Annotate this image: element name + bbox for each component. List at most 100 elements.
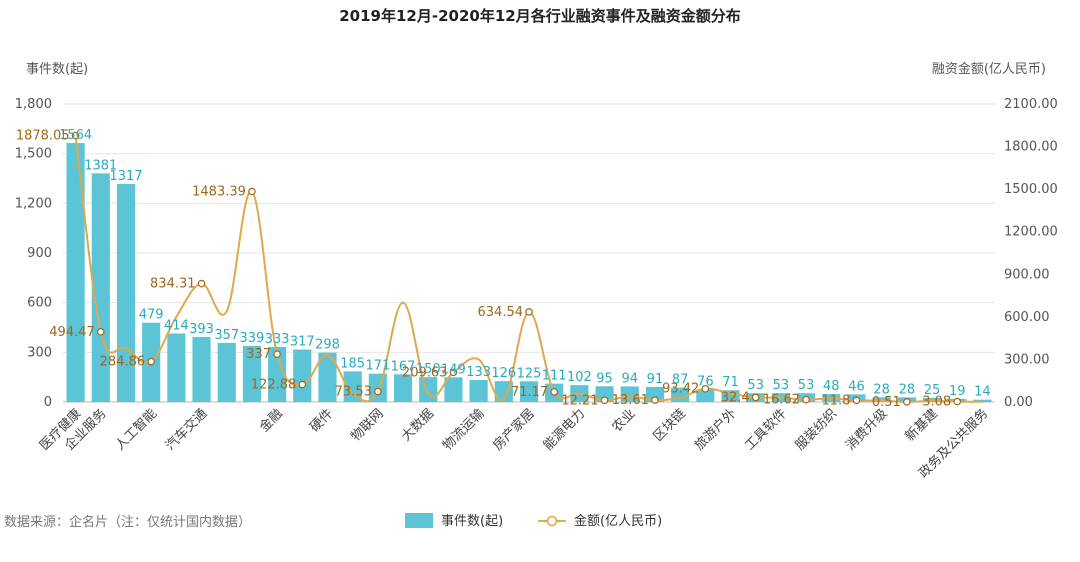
bar-value-label: 46 [848, 379, 865, 394]
bar-value-label: 94 [621, 371, 638, 386]
right-tick-label: 2100.00 [1004, 97, 1058, 112]
line-point [903, 398, 911, 406]
line-value-label: 122.88 [251, 378, 297, 393]
category-label: 旅游户外 [691, 406, 739, 454]
bar-value-label: 339 [240, 331, 265, 346]
line-point [802, 395, 810, 404]
bar-value-label: 171 [365, 359, 390, 374]
line-point [550, 388, 558, 396]
left-tick-label: 900 [27, 246, 52, 261]
line-point [449, 368, 458, 377]
line-value-label: 337 [246, 347, 271, 362]
category-label: 服装纺织 [793, 406, 840, 453]
bar-value-label: 333 [265, 332, 290, 347]
category-label: 金融 [256, 406, 286, 436]
right-tick-label: 1500.00 [1004, 182, 1058, 197]
left-axis-title: 事件数(起) [26, 62, 88, 77]
left-tick-label: 1,800 [15, 97, 52, 112]
line-value-label: 834.31 [150, 277, 196, 292]
right-tick-label: 1200.00 [1004, 225, 1058, 240]
bar [393, 374, 413, 402]
left-tick-label: 300 [27, 345, 52, 360]
bar-value-label: 150 [416, 362, 441, 377]
bar-value-label: 1381 [84, 158, 117, 173]
bar [217, 342, 236, 402]
bar-value-label: 133 [466, 365, 491, 380]
line-point [651, 396, 659, 404]
bar [293, 349, 312, 402]
bar-value-label: 28 [873, 382, 890, 397]
right-axis-ticks: 0.00 300.00 600.00 900.00 1200.00 1500.00 1800… [1004, 97, 1058, 410]
bar-value-label: 1564 [59, 128, 92, 143]
line-value-label: 1878.05 [16, 128, 70, 143]
line-point [953, 397, 962, 406]
bar-value-label: 102 [567, 370, 592, 385]
bar-value-label: 48 [823, 379, 840, 394]
bar [696, 389, 715, 402]
bar-value-label: 25 [924, 383, 941, 398]
line-point [298, 380, 307, 389]
line-point [525, 308, 533, 316]
bar-series [66, 143, 992, 402]
bar [66, 143, 85, 402]
bar-value-label: 53 [798, 378, 815, 393]
left-axis-ticks: 0 300 600 900 1,200 1,500 1,800 [15, 97, 52, 410]
bar-value-label: 28 [899, 382, 916, 397]
bar-value-label: 317 [290, 335, 315, 350]
category-label: 大数据 [399, 406, 437, 444]
bar [192, 336, 211, 402]
line-value-label: 284.86 [100, 355, 146, 370]
bar-value-label: 76 [697, 374, 714, 389]
bar-value-label: 53 [773, 378, 790, 393]
category-label: 硬件 [307, 406, 336, 435]
left-tick-label: 0 [44, 395, 52, 410]
line-point [751, 393, 760, 402]
bar-value-label: 1317 [109, 169, 142, 184]
legend-bar-swatch [405, 513, 433, 528]
category-label: 新基建 [902, 406, 941, 445]
legend-line-marker [546, 515, 558, 527]
line-value-label: 71.17 [511, 385, 548, 400]
bar [242, 345, 261, 402]
legend-line-label: 金额(亿人民币) [574, 513, 662, 529]
legend: 事件数(起) 金额(亿人民币) [405, 513, 662, 529]
right-tick-label: 300.00 [1004, 352, 1050, 367]
line-point [147, 357, 155, 366]
line-point [96, 328, 105, 336]
data-source-note: 数据来源：企名片（注：仅统计国内数据） [4, 514, 251, 530]
left-tick-label: 1,500 [15, 147, 52, 162]
bar [595, 386, 614, 402]
bar-value-label: 14 [974, 385, 991, 400]
line-data-labels: 1878.05 494.47 284.86 834.31 1483.39 337 122.8… [16, 128, 951, 409]
category-label: 农业 [610, 406, 639, 435]
right-axis-title: 融资金额(亿人民币) [932, 61, 1046, 77]
bar-value-label: 149 [441, 362, 466, 377]
right-tick-label: 900.00 [1004, 267, 1050, 282]
line-value-label: 32.4 [721, 390, 750, 405]
line-point [273, 350, 281, 358]
line-value-label: 73.53 [335, 385, 372, 400]
category-label: 消费升级 [843, 406, 890, 453]
bar-value-label: 87 [672, 373, 689, 388]
line-value-label: 3.08 [922, 395, 951, 410]
bar-value-label: 126 [491, 366, 516, 381]
line-value-label: 1483.39 [192, 184, 246, 199]
amount-line [74, 135, 983, 403]
left-tick-label: 600 [27, 296, 52, 311]
line-value-label: 16.62 [763, 393, 800, 408]
category-label: 物流运输 [439, 406, 487, 454]
line-value-label: 11.8 [822, 393, 851, 408]
bar [268, 346, 287, 402]
bar-value-label: 91 [647, 372, 664, 387]
category-label: 区块链 [651, 406, 689, 444]
line-value-label: 13.61 [612, 393, 649, 408]
category-label: 汽车交通 [162, 406, 210, 454]
line-value-label: 0.51 [872, 395, 901, 410]
bar-value-label: 125 [517, 366, 542, 381]
bar-value-label: 185 [340, 356, 365, 371]
bar-value-label: 357 [214, 328, 239, 343]
bar [419, 377, 438, 402]
bar [469, 379, 488, 402]
line-value-label: 12.21 [561, 393, 598, 408]
